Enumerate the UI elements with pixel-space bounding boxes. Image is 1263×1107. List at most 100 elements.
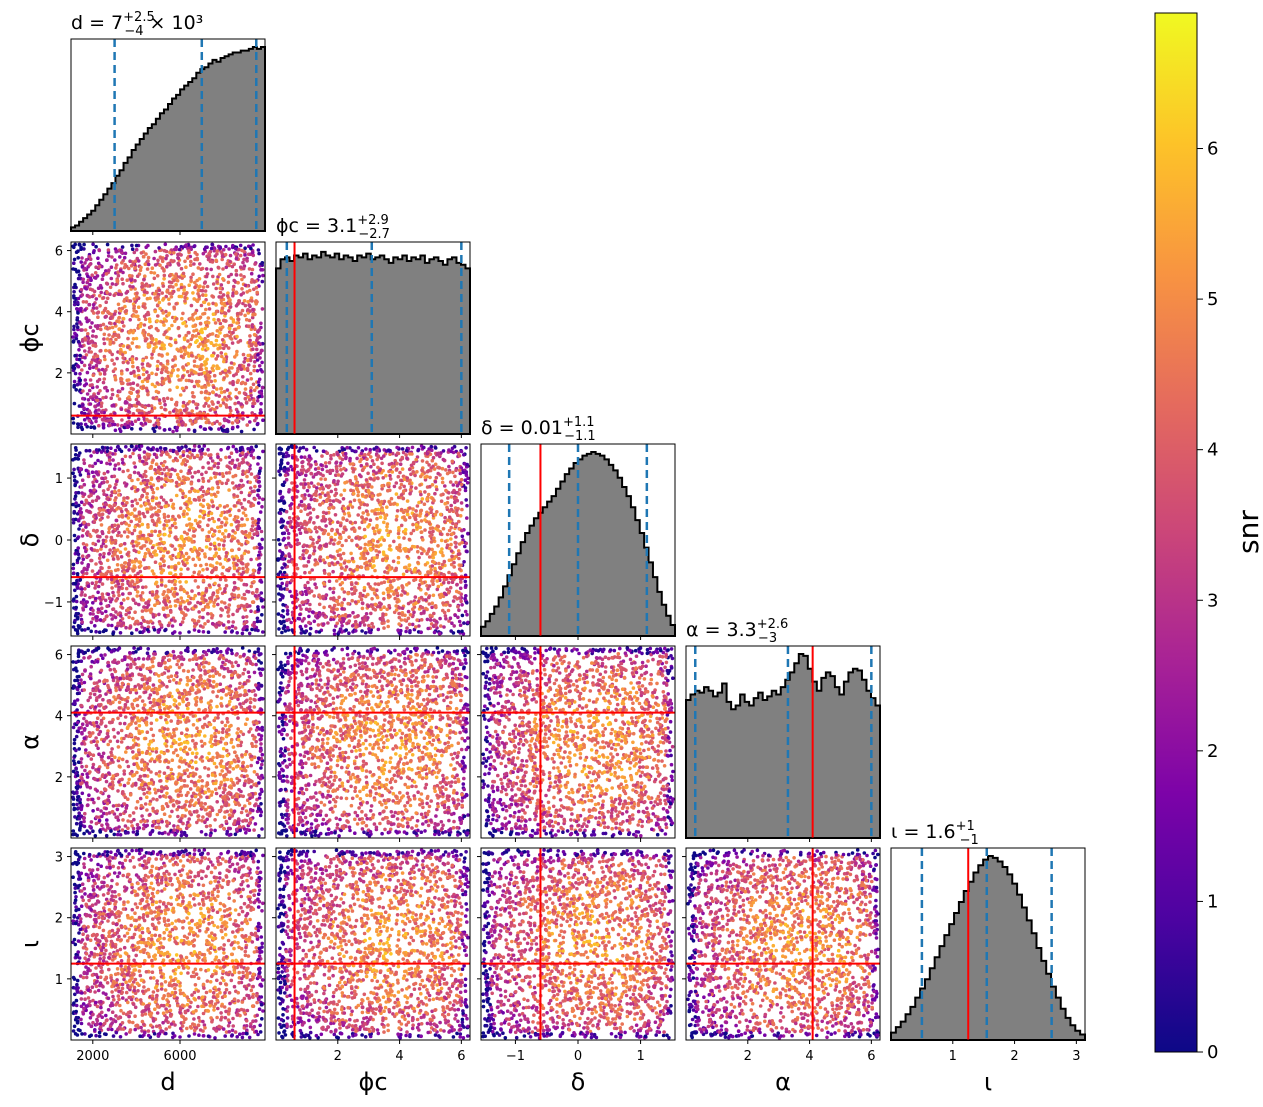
scatter-point — [159, 537, 163, 541]
scatter-point — [241, 411, 245, 415]
scatter-point — [197, 285, 201, 289]
scatter-point — [257, 501, 261, 505]
scatter-point — [243, 552, 247, 556]
scatter-point — [147, 600, 151, 604]
scatter-point — [213, 379, 217, 383]
scatter-point — [465, 613, 469, 617]
scatter-point — [213, 374, 217, 378]
scatter-point — [141, 616, 145, 620]
scatter-point — [165, 336, 169, 340]
scatter-point — [110, 255, 114, 259]
scatter-point — [88, 367, 92, 371]
scatter-point — [75, 600, 79, 604]
scatter-point — [126, 425, 130, 429]
scatter-point — [174, 599, 178, 603]
scatter-point — [96, 256, 100, 260]
scatter-point — [163, 629, 167, 633]
scatter-point — [155, 397, 159, 401]
scatter-point — [180, 411, 184, 415]
scatter-point — [81, 570, 85, 574]
scatter-point — [121, 470, 125, 474]
scatter-point — [252, 288, 256, 292]
scatter-point — [242, 291, 246, 295]
scatter-point — [112, 557, 116, 561]
scatter-point — [147, 538, 151, 542]
scatter-point — [133, 610, 137, 614]
scatter-point — [129, 382, 133, 386]
scatter-point — [236, 569, 240, 573]
scatter-point — [151, 593, 155, 597]
scatter-point — [259, 402, 263, 406]
scatter-point — [380, 484, 384, 488]
scatter-point — [106, 243, 110, 247]
scatter-point — [120, 510, 124, 514]
scatter-point — [179, 568, 183, 572]
scatter-point — [160, 291, 164, 295]
scatter-point — [417, 501, 421, 505]
scatter-point — [186, 477, 190, 481]
scatter-point — [132, 461, 136, 465]
scatter-point — [128, 259, 132, 263]
scatter-point — [204, 344, 208, 348]
scatter-point — [211, 260, 215, 264]
scatter-point — [232, 557, 236, 561]
scatter-point — [355, 457, 359, 461]
scatter-point — [96, 354, 100, 358]
scatter-point — [240, 517, 244, 521]
scatter-point — [179, 350, 183, 354]
scatter-point — [210, 527, 214, 531]
scatter-point — [115, 357, 119, 361]
scatter-point — [182, 459, 186, 463]
scatter-point — [222, 357, 226, 361]
scatter-point — [145, 462, 149, 466]
scatter-point — [125, 309, 129, 313]
scatter-point — [259, 322, 263, 326]
scatter-point — [125, 368, 129, 372]
scatter-point — [122, 344, 126, 348]
scatter-point — [85, 532, 89, 536]
scatter-point — [261, 498, 265, 502]
scatter-point — [240, 479, 244, 483]
scatter-point — [227, 533, 231, 537]
scatter-point — [147, 404, 151, 408]
scatter-point — [367, 452, 371, 456]
scatter-point — [182, 454, 186, 458]
scatter-point — [200, 473, 204, 477]
scatter-point — [102, 381, 106, 385]
scatter-point — [179, 506, 183, 510]
scatter-point — [110, 277, 114, 281]
panel-delta-vs-phi_c — [272, 444, 470, 640]
scatter-point — [126, 337, 130, 341]
scatter-point — [84, 423, 88, 427]
scatter-point — [86, 627, 90, 631]
scatter-point — [76, 572, 80, 576]
scatter-point — [126, 535, 130, 539]
scatter-point — [343, 489, 347, 493]
scatter-point — [160, 623, 164, 627]
scatter-point — [131, 532, 135, 536]
scatter-point — [138, 517, 142, 521]
scatter-point — [261, 418, 265, 422]
scatter-point — [196, 454, 200, 458]
scatter-point — [139, 594, 143, 598]
scatter-point — [228, 603, 232, 607]
scatter-point — [165, 265, 169, 269]
scatter-point — [103, 355, 107, 359]
scatter-point — [108, 292, 112, 296]
scatter-point — [182, 554, 186, 558]
scatter-point — [83, 308, 87, 312]
scatter-point — [156, 295, 160, 299]
scatter-point — [164, 505, 168, 509]
scatter-point — [108, 326, 112, 330]
scatter-point — [233, 328, 237, 332]
scatter-point — [208, 547, 212, 551]
scatter-point — [80, 561, 84, 565]
scatter-point — [110, 404, 114, 408]
scatter-point — [173, 594, 177, 598]
scatter-point — [98, 560, 102, 564]
scatter-point — [393, 611, 397, 615]
scatter-point — [239, 402, 243, 406]
scatter-point — [131, 387, 135, 391]
scatter-point — [160, 257, 164, 261]
scatter-point — [72, 563, 76, 567]
